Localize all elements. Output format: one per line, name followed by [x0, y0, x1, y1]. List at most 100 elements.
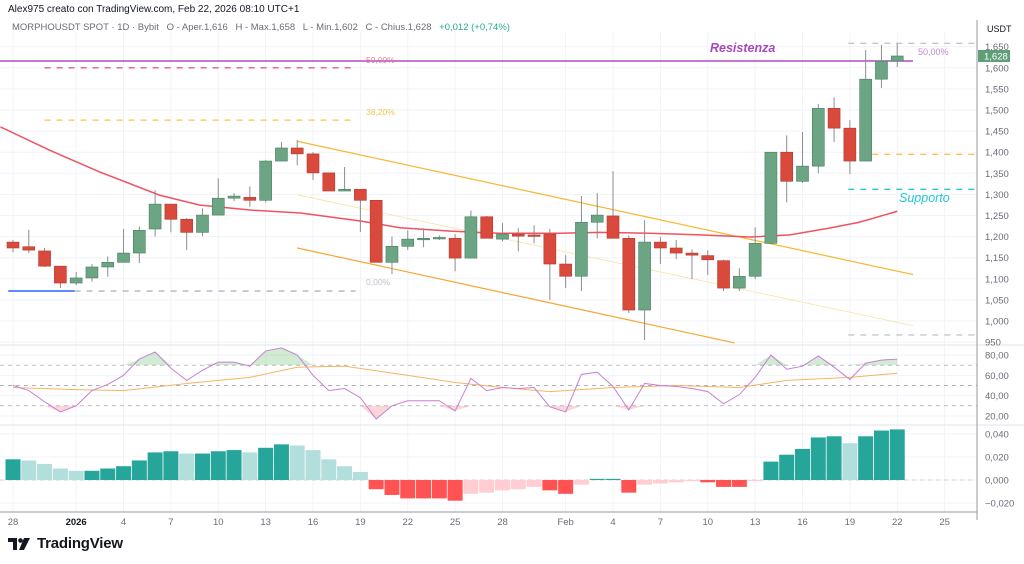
candle[interactable]	[448, 234, 462, 272]
candle[interactable]	[527, 225, 541, 244]
macd-histogram-bar	[684, 480, 700, 482]
candle[interactable]	[38, 247, 51, 267]
macd-histogram-bar	[37, 463, 53, 480]
candle-body-up	[338, 189, 351, 192]
channel-lower-line[interactable]	[297, 247, 735, 344]
candle[interactable]	[385, 236, 399, 275]
candle[interactable]	[338, 166, 351, 192]
brand-name: TradingView	[37, 535, 123, 552]
candle[interactable]	[259, 160, 272, 203]
candle[interactable]	[117, 229, 130, 263]
price-axis-label: 1,150	[985, 253, 1009, 264]
channel-upper-line[interactable]	[297, 140, 914, 276]
candle[interactable]	[133, 226, 146, 264]
macd-histogram-bar	[558, 480, 574, 494]
candle-body-down	[559, 263, 572, 277]
candle[interactable]	[306, 152, 320, 181]
candle[interactable]	[227, 193, 241, 202]
rsi-overbought-fill	[281, 347, 298, 366]
candle[interactable]	[164, 203, 178, 233]
candle-body-up	[148, 203, 162, 230]
candle[interactable]	[496, 223, 509, 242]
candle[interactable]	[369, 200, 383, 263]
macd-histogram-bar	[431, 480, 447, 499]
candle[interactable]	[780, 135, 794, 203]
time-axis-label: 16	[308, 517, 319, 528]
candle[interactable]	[733, 268, 746, 292]
rsi-oversold-fill	[613, 405, 629, 410]
candle[interactable]	[243, 186, 257, 207]
candle-body-up	[875, 60, 888, 80]
candle[interactable]	[875, 45, 888, 89]
macd-axis-label: 0,040	[985, 430, 1009, 441]
candle[interactable]	[401, 230, 415, 251]
candle[interactable]	[322, 172, 336, 192]
candle[interactable]	[290, 139, 304, 166]
candle[interactable]	[590, 193, 604, 239]
candle[interactable]	[669, 239, 683, 259]
candle-body-down	[54, 265, 67, 284]
candle[interactable]	[575, 196, 588, 292]
candle[interactable]	[22, 229, 36, 254]
candle[interactable]	[827, 97, 841, 143]
support-label: Supporto	[899, 191, 950, 205]
symbol-name[interactable]: MORPHOUSDT SPOT · 1D · Bybit	[12, 22, 159, 33]
candle[interactable]	[764, 151, 778, 244]
candle[interactable]	[559, 255, 572, 289]
channel-middle-line[interactable]	[297, 194, 914, 327]
macd-histogram-bar	[5, 459, 21, 480]
candle[interactable]	[511, 228, 525, 252]
price-axis-label: 1,250	[985, 211, 1009, 222]
candle[interactable]	[85, 264, 99, 282]
candle[interactable]	[69, 272, 83, 286]
tradingview-logo[interactable]: TradingView	[8, 535, 123, 552]
candle-body-up	[496, 233, 509, 240]
candle[interactable]	[101, 256, 115, 277]
rsi-overbought-fill	[297, 355, 314, 366]
candle[interactable]	[275, 142, 288, 162]
macd-axis-label: 0,020	[985, 453, 1009, 464]
candle[interactable]	[211, 178, 225, 216]
candle[interactable]	[701, 250, 715, 276]
macd-histogram-bar	[668, 480, 684, 483]
candle[interactable]	[685, 249, 699, 280]
candle[interactable]	[717, 259, 730, 292]
time-axis-label: 4	[610, 517, 615, 528]
candle[interactable]	[6, 239, 20, 253]
candle[interactable]	[464, 210, 478, 259]
price-axis-label: 1,400	[985, 148, 1009, 159]
candle-body-down	[22, 246, 36, 251]
candle[interactable]	[480, 215, 494, 239]
macd-histogram-bar	[100, 468, 116, 480]
candle[interactable]	[748, 227, 762, 280]
candle[interactable]	[622, 235, 636, 313]
candle[interactable]	[859, 50, 872, 162]
candle[interactable]	[811, 104, 825, 174]
time-axis-label: 7	[658, 517, 663, 528]
candle[interactable]	[433, 235, 446, 240]
candle[interactable]	[843, 120, 857, 175]
candle[interactable]	[543, 229, 557, 300]
candle-body-down	[306, 153, 320, 174]
currency-label: USDT	[987, 24, 1012, 34]
macd-histogram-bar	[779, 454, 795, 480]
candle[interactable]	[354, 189, 367, 232]
candle[interactable]	[417, 228, 430, 248]
candle[interactable]	[796, 131, 809, 184]
candle-body-down	[322, 172, 336, 192]
candle[interactable]	[606, 171, 620, 239]
time-axis-label: 10	[702, 517, 713, 528]
candle[interactable]	[180, 218, 193, 251]
candle[interactable]	[148, 190, 162, 237]
candle[interactable]	[196, 208, 209, 237]
candle-body-up	[101, 262, 115, 268]
candle-body-down	[6, 241, 20, 249]
rsi-oversold-fill	[44, 405, 61, 412]
candle[interactable]	[890, 43, 904, 67]
candle[interactable]	[654, 237, 667, 265]
candle[interactable]	[54, 265, 67, 289]
candle[interactable]	[638, 220, 651, 340]
macd-histogram-bar	[337, 466, 353, 480]
time-axis-label: 19	[845, 517, 856, 528]
